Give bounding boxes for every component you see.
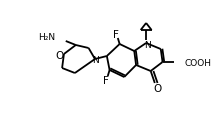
- Text: F: F: [113, 30, 119, 40]
- Text: F: F: [103, 75, 109, 85]
- Text: N: N: [92, 56, 99, 65]
- Text: COOH: COOH: [184, 58, 212, 67]
- Text: N: N: [144, 40, 150, 49]
- Text: H₂N: H₂N: [39, 32, 56, 41]
- Text: O: O: [154, 83, 162, 93]
- Text: O: O: [55, 51, 63, 60]
